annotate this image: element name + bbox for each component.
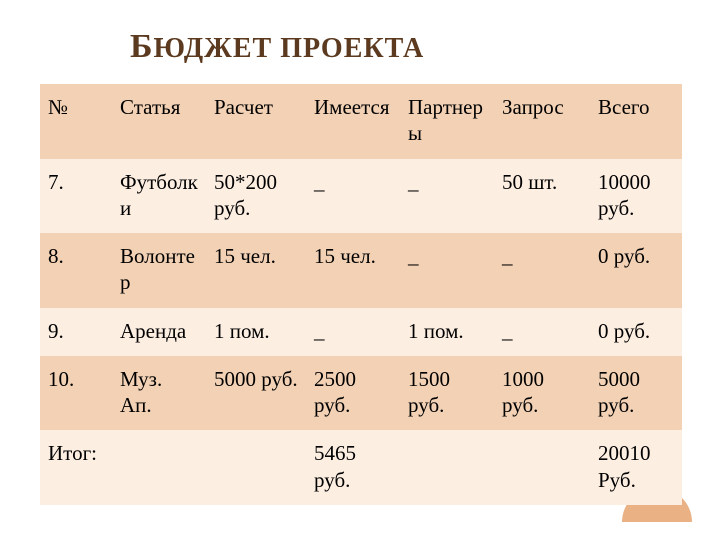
cell: _ [306,159,400,234]
cell [112,430,206,505]
col-header-0: № [40,84,112,159]
table-row: Итог: 5465 руб. 20010 Руб. [40,430,682,505]
col-header-4: Партнеры [400,84,494,159]
table-row: 8.Волонтер15 чел.15 чел.__0 руб. [40,233,682,308]
col-header-1: Статья [112,84,206,159]
cell: Футболки [112,159,206,234]
cell: 20010 Руб. [590,430,682,505]
cell: 1000 руб. [494,356,590,431]
cell: Муз. Ап. [112,356,206,431]
slide-title: БЮДЖЕТ ПРОЕКТА [130,28,680,66]
cell: _ [494,233,590,308]
cell: 9. [40,308,112,356]
cell: _ [306,308,400,356]
col-header-2: Расчет [206,84,306,159]
cell: 2500 руб. [306,356,400,431]
cell: 5000 руб. [206,356,306,431]
cell: Итог: [40,430,112,505]
cell: 0 руб. [590,308,682,356]
cell [206,430,306,505]
table-row: 9.Аренда1 пом._1 пом._0 руб. [40,308,682,356]
cell: 50 шт. [494,159,590,234]
table-row: 10.Муз. Ап.5000 руб.2500 руб.1500 руб.10… [40,356,682,431]
cell: 15 чел. [306,233,400,308]
cell: Волонтер [112,233,206,308]
col-header-3: Имеется [306,84,400,159]
table-row: 7.Футболки50*200 руб.__50 шт.10000 руб. [40,159,682,234]
col-header-5: Запрос [494,84,590,159]
cell: Аренда [112,308,206,356]
cell: 1500 руб. [400,356,494,431]
cell: _ [494,308,590,356]
cell: 10000 руб. [590,159,682,234]
cell: 50*200 руб. [206,159,306,234]
cell: 8. [40,233,112,308]
col-header-6: Всего [590,84,682,159]
cell [494,430,590,505]
budget-table: №СтатьяРасчетИмеетсяПартнерыЗапросВсего7… [40,84,682,505]
cell: _ [400,159,494,234]
cell: 1 пом. [206,308,306,356]
cell: 15 чел. [206,233,306,308]
cell: 7. [40,159,112,234]
cell: _ [400,233,494,308]
cell: 5465 руб. [306,430,400,505]
cell: 5000 руб. [590,356,682,431]
cell: 1 пом. [400,308,494,356]
cell [400,430,494,505]
cell: 10. [40,356,112,431]
cell: 0 руб. [590,233,682,308]
